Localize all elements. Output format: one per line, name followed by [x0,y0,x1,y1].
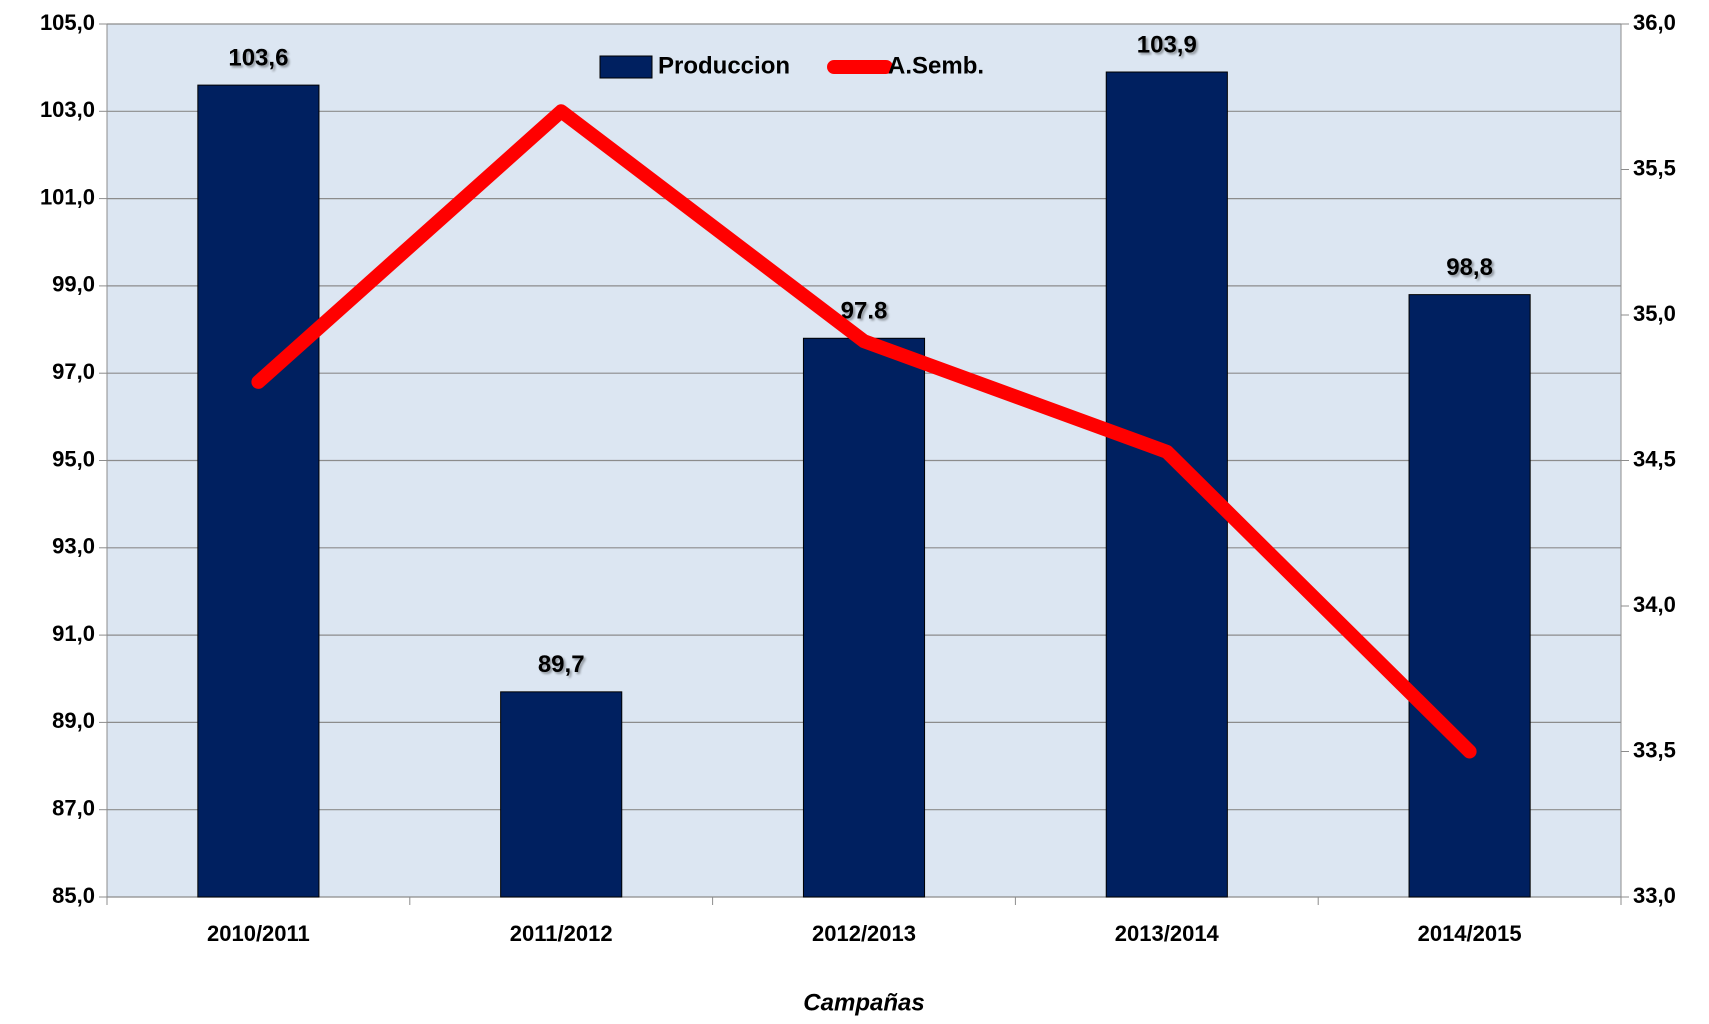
y2-tick-label: 34,5 [1633,446,1676,471]
bar [802,337,926,898]
y2-tick-label: 33,5 [1633,737,1676,762]
y2-tick-label: 36,0 [1633,10,1676,35]
data-label: 97.8 [841,298,888,325]
bar [197,84,320,898]
x-tick-label: 2012/2013 [812,921,916,946]
y2-tick-label: 33,0 [1633,883,1676,908]
y-tick-label: 97,0 [52,359,95,384]
y-tick-label: 89,0 [52,708,95,733]
y-tick-label: 91,0 [52,621,95,646]
y-tick-label: 85,0 [52,883,95,908]
data-label: 89,7 [538,651,585,678]
y2-tick-label: 34,0 [1633,592,1676,617]
y-tick-label: 87,0 [52,796,95,821]
y2-tick-label: 35,5 [1633,155,1676,180]
y2-tick-label: 35,0 [1633,301,1676,326]
bar [1408,294,1531,898]
y-tick-label: 103,0 [40,97,95,122]
legend-label: A.Semb. [888,52,984,79]
x-tick-label: 2014/2015 [1418,921,1522,946]
y-tick-label: 101,0 [40,184,95,209]
line [251,104,1477,759]
data-label: 103,6 [228,44,288,71]
y-tick-label: 99,0 [52,272,95,297]
data-label: 103,9 [1137,31,1197,58]
y-tick-label: 93,0 [52,534,95,559]
y-tick-label: 95,0 [52,446,95,471]
x-axis-title: Campañas [803,989,924,1016]
data-label: 98,8 [1446,254,1493,281]
x-tick-label: 2010/2011 [207,921,310,946]
legend-swatch [599,55,653,79]
legend-label: Produccion [658,52,790,79]
y-tick-label: 105,0 [40,10,95,35]
bar [500,691,623,898]
x-tick-label: 2011/2012 [510,921,613,946]
x-tick-label: 2013/2014 [1115,921,1220,946]
